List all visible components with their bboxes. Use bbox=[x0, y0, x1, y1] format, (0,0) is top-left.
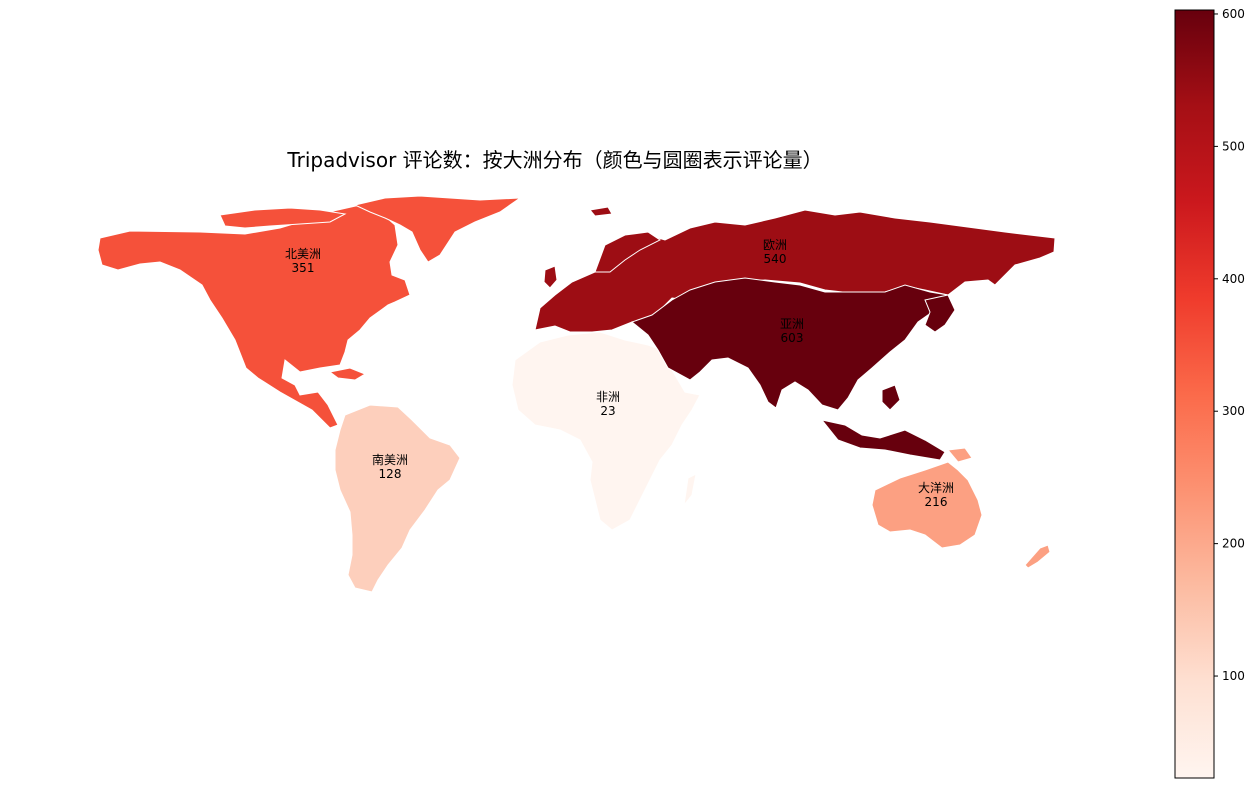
region-label-asia: 亚洲 bbox=[780, 317, 804, 331]
region-shape-indonesia bbox=[820, 419, 946, 461]
region-shape-caribbean bbox=[328, 367, 367, 381]
region-value-asia: 603 bbox=[781, 331, 804, 345]
map-layer: 北美洲 351 南美洲 128 欧洲 540 非洲 23 亚洲 603 大洋洲 … bbox=[97, 195, 1056, 593]
region-oceania bbox=[871, 447, 1051, 569]
region-label-europe: 欧洲 bbox=[763, 238, 787, 252]
colorbar-ticks: 100 200 300 400 500 600 bbox=[1214, 7, 1245, 683]
region-label-africa: 非洲 bbox=[596, 390, 620, 404]
chart-title: Tripadvisor 评论数：按大洲分布（颜色与圆圈表示评论量） bbox=[286, 148, 822, 172]
region-south-america bbox=[334, 404, 461, 593]
region-labels: 北美洲 351 南美洲 128 欧洲 540 非洲 23 亚洲 603 大洋洲 … bbox=[285, 238, 954, 509]
region-shape-madagascar bbox=[683, 473, 697, 507]
region-shape-japan bbox=[924, 294, 956, 333]
colorbar-tick-label: 600 bbox=[1222, 7, 1245, 21]
region-shape-north-america bbox=[97, 204, 411, 429]
region-asia bbox=[630, 277, 956, 461]
region-label-oceania: 大洋洲 bbox=[918, 480, 954, 495]
colorbar-tick-label: 300 bbox=[1222, 404, 1245, 418]
region-value-europe: 540 bbox=[764, 252, 787, 266]
region-north-america bbox=[97, 195, 522, 429]
region-africa bbox=[511, 331, 701, 531]
colorbar: 100 200 300 400 500 600 bbox=[1174, 7, 1245, 779]
region-shape-australia bbox=[871, 461, 983, 549]
region-shape-arctic-islands bbox=[219, 207, 347, 229]
region-value-north-america: 351 bbox=[292, 261, 315, 275]
region-label-north-america: 北美洲 bbox=[285, 247, 321, 261]
region-shape-scandinavia bbox=[594, 231, 661, 273]
region-europe bbox=[534, 206, 1056, 333]
region-shape-uk bbox=[543, 265, 558, 289]
region-shape-svalbard bbox=[589, 206, 613, 217]
region-shape-new-guinea bbox=[947, 447, 973, 463]
region-label-south-america: 南美洲 bbox=[372, 452, 408, 467]
region-value-oceania: 216 bbox=[925, 495, 948, 509]
region-shape-asia bbox=[630, 277, 949, 411]
region-value-south-america: 128 bbox=[379, 467, 402, 481]
region-shape-africa bbox=[511, 331, 701, 531]
colorbar-tick-label: 100 bbox=[1222, 669, 1245, 683]
colorbar-tick-label: 500 bbox=[1222, 139, 1245, 153]
region-shape-philippines bbox=[881, 384, 901, 411]
colorbar-tick-label: 400 bbox=[1222, 272, 1245, 286]
colorbar-tick-label: 200 bbox=[1222, 537, 1245, 551]
region-shape-south-america bbox=[334, 404, 461, 593]
region-shape-greenland bbox=[353, 195, 522, 263]
region-shape-new-zealand bbox=[1024, 544, 1051, 569]
region-value-africa: 23 bbox=[600, 404, 615, 418]
colorbar-gradient bbox=[1174, 9, 1215, 779]
